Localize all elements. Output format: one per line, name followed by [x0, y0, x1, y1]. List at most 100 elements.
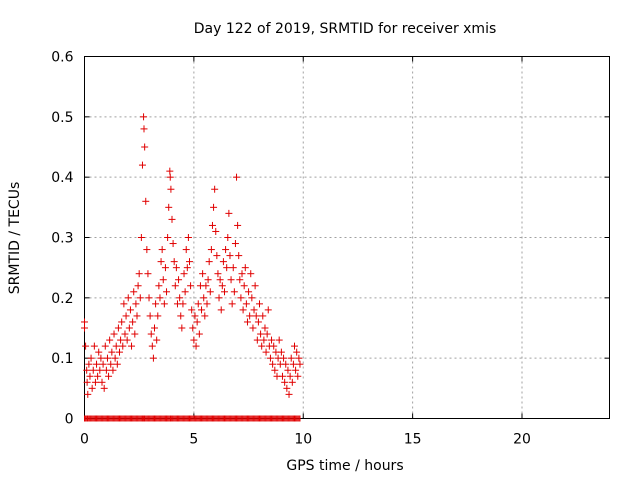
data-point [253, 336, 261, 344]
data-point [263, 330, 271, 338]
data-point [294, 372, 302, 380]
data-point [142, 197, 150, 205]
data-point [85, 360, 93, 368]
data-point [203, 300, 211, 308]
data-point [135, 270, 143, 278]
data-point [161, 264, 169, 272]
data-point [208, 221, 216, 229]
y-tick-label: 0.5 [51, 110, 73, 126]
data-point [102, 366, 110, 374]
data-point [170, 258, 178, 266]
data-point [98, 378, 106, 386]
data-point [133, 312, 141, 320]
data-point [271, 366, 279, 374]
data-point [140, 113, 148, 121]
y-tick-label: 0.1 [51, 351, 73, 367]
data-point [201, 312, 209, 320]
data-point [171, 282, 179, 290]
data-point [89, 366, 97, 374]
data-point [129, 318, 137, 326]
data-point [268, 336, 276, 344]
data-point [125, 324, 133, 332]
data-point [94, 372, 102, 380]
data-point [128, 342, 136, 350]
data-point [177, 312, 185, 320]
data-point [225, 209, 233, 217]
data-point [223, 264, 231, 272]
data-point [233, 173, 241, 181]
data-point [90, 342, 98, 350]
data-point [238, 270, 246, 278]
data-point [99, 360, 107, 368]
data-point [283, 384, 291, 392]
data-point [86, 372, 94, 380]
data-point [248, 294, 256, 302]
data-point [213, 252, 221, 260]
data-point [113, 360, 121, 368]
data-point [163, 288, 171, 296]
data-point [190, 336, 198, 344]
data-point [91, 378, 99, 386]
data-point [168, 215, 176, 223]
data-point [245, 288, 253, 296]
data-point [234, 221, 242, 229]
data-point [219, 258, 227, 266]
data-point [187, 282, 195, 290]
data-point [275, 336, 283, 344]
data-point [103, 354, 111, 362]
data-point [289, 360, 297, 368]
y-tick-label: 0 [65, 412, 74, 428]
data-point [251, 282, 259, 290]
y-axis-label: SRMTID / TECUs [7, 182, 23, 295]
data-point [84, 390, 92, 398]
data-point [211, 185, 219, 193]
data-point [110, 330, 118, 338]
data-point [254, 318, 262, 326]
data-point [277, 348, 285, 356]
plot-frame [84, 56, 610, 419]
data-point [259, 312, 267, 320]
x-tick-label: 5 [189, 432, 198, 448]
data-point [176, 294, 184, 302]
data-point [111, 354, 119, 362]
data-point [118, 318, 126, 326]
data-point [206, 288, 214, 296]
data-point [134, 282, 142, 290]
data-point [260, 336, 268, 344]
data-point [266, 354, 274, 362]
data-point [82, 342, 90, 350]
data-point [182, 246, 190, 254]
data-point [218, 282, 226, 290]
data-point [202, 282, 210, 290]
data-point [231, 240, 239, 248]
data-point [167, 185, 175, 193]
data-point [136, 294, 144, 302]
data-point [194, 300, 202, 308]
data-point [166, 167, 174, 175]
data-point [180, 270, 188, 278]
data-point [164, 234, 172, 241]
data-point [192, 342, 200, 350]
y-tick-label: 0.3 [51, 231, 73, 247]
chart-title: Day 122 of 2019, SRMTID for receiver xmi… [194, 21, 497, 37]
data-point [184, 234, 192, 241]
data-point [81, 318, 88, 326]
data-point [154, 312, 162, 320]
data-point [108, 348, 116, 356]
data-point [188, 306, 196, 314]
data-point [264, 306, 272, 314]
data-point [240, 282, 248, 290]
data-point [145, 294, 153, 302]
data-point [140, 125, 148, 133]
data-point [179, 300, 187, 308]
data-point [200, 294, 208, 302]
data-point [121, 330, 129, 338]
data-point [239, 306, 247, 314]
data-point [217, 306, 225, 314]
data-point [285, 390, 293, 398]
data-point [226, 252, 234, 260]
data-point [228, 300, 236, 308]
data-point [147, 330, 155, 338]
data-point [114, 324, 122, 332]
data-point [288, 378, 296, 386]
